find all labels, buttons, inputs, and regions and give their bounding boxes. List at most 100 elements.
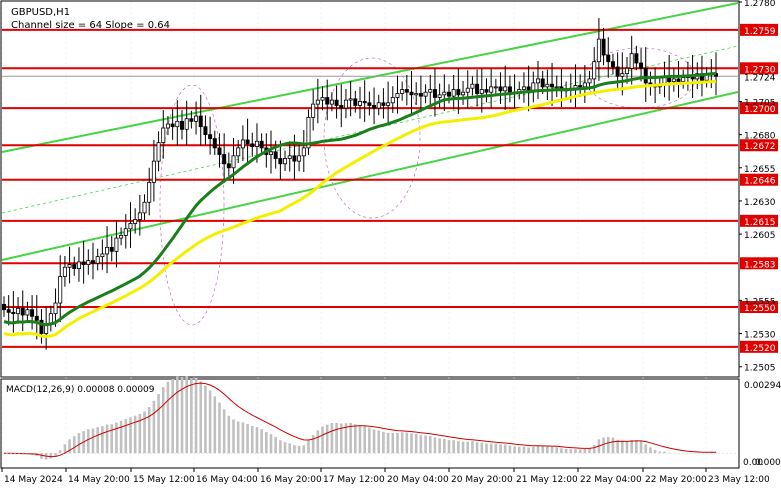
candle-body	[123, 228, 128, 236]
candle-body	[128, 223, 133, 230]
candle-body	[596, 38, 601, 63]
moving-average-line	[3, 72, 717, 327]
candle-body	[311, 103, 316, 118]
candle-body	[161, 127, 166, 143]
candle-body	[521, 86, 526, 90]
candle-body	[545, 83, 550, 88]
candle-body	[334, 99, 339, 106]
candle-body	[601, 38, 606, 56]
candle-body	[254, 140, 259, 147]
candle-body	[114, 237, 119, 252]
candle-body	[231, 155, 236, 169]
candle-body	[681, 77, 686, 82]
candle-body	[465, 87, 470, 93]
candle-body	[606, 54, 611, 63]
candle-body	[372, 105, 377, 109]
channel-label: Channel size = 64 Slope = 0.64	[11, 20, 170, 31]
level-label: 1.2646	[744, 177, 776, 187]
candle-body	[451, 89, 456, 97]
candle-body	[119, 235, 124, 239]
candle-body	[236, 147, 241, 157]
candle-body	[339, 105, 344, 109]
level-label-box	[740, 62, 778, 75]
candle-body	[170, 123, 175, 128]
candle-body	[25, 309, 30, 316]
envelope-curve	[323, 57, 421, 219]
time-tick-label: 20 May 04:00	[387, 475, 449, 485]
candle-body	[493, 86, 498, 89]
current-price-label: 1.2724	[744, 73, 776, 83]
candle-body	[175, 120, 180, 128]
channel-upper-line	[1, 2, 739, 153]
time-tick-label: 23 May 12:00	[708, 475, 770, 485]
candle-body	[470, 83, 475, 89]
candle-body	[212, 138, 217, 149]
candle-body	[30, 309, 35, 317]
candle-body	[208, 134, 213, 140]
main-plot-frame	[0, 0, 740, 378]
candle-body	[629, 53, 634, 69]
level-label: 1.2672	[744, 142, 776, 152]
candle-body	[362, 101, 367, 104]
candle-body	[578, 85, 583, 88]
candle-body	[414, 93, 419, 96]
candle-body	[151, 160, 156, 183]
time-tick-label: 15 May 12:00	[133, 475, 195, 485]
candle-body	[592, 61, 597, 80]
candle-body	[348, 98, 353, 101]
candle-body	[315, 99, 320, 105]
candle-body	[198, 115, 203, 128]
time-tick-label: 21 May 12:00	[516, 475, 578, 485]
candle-body	[409, 91, 414, 96]
candle-body	[240, 139, 245, 149]
candle-body	[634, 53, 639, 64]
price-tick-label: 1.2655	[744, 165, 776, 175]
macd-signal-line	[3, 382, 716, 458]
price-tick-label: 1.2605	[744, 231, 776, 241]
candle-body	[428, 89, 433, 93]
candle-body	[395, 93, 400, 98]
candle-body	[329, 99, 334, 105]
candle-body	[554, 86, 559, 89]
level-label: 1.2700	[744, 105, 776, 115]
candle-body	[67, 264, 72, 268]
candle-body	[245, 139, 250, 145]
envelope-curve	[159, 84, 225, 326]
candle-body	[353, 98, 358, 106]
candle-body	[456, 89, 461, 96]
candle-body	[62, 266, 67, 277]
level-label-box	[740, 173, 778, 186]
candle-body	[2, 303, 7, 311]
candle-body	[133, 219, 138, 224]
candle-body	[367, 102, 372, 106]
candle-body	[620, 73, 625, 77]
candle-body	[461, 91, 466, 96]
candle-body	[189, 118, 194, 122]
candle-body	[400, 89, 405, 94]
candle-body	[423, 91, 428, 97]
level-label: 1.2615	[744, 218, 776, 228]
candle-body	[194, 115, 199, 122]
candle-body	[582, 82, 587, 88]
price-tick-label: 1.2705	[744, 98, 776, 108]
candle-body	[91, 260, 96, 264]
candle-body	[643, 67, 648, 84]
candle-body	[540, 78, 545, 88]
price-tick-label: 1.2530	[744, 331, 776, 341]
candle-body	[357, 101, 362, 106]
candle-body	[587, 78, 592, 84]
level-label: 1.2583	[744, 260, 776, 270]
candle-body	[222, 154, 227, 165]
candle-body	[475, 83, 480, 94]
macd-label: MACD(12,26,9) 0.00008 0.00009	[6, 385, 155, 395]
candle-body	[217, 147, 222, 155]
candle-body	[273, 151, 278, 159]
level-label: 1.2550	[744, 304, 776, 314]
level-label-box	[740, 102, 778, 115]
candle-body	[489, 86, 494, 93]
candle-body	[292, 155, 297, 162]
candle-body	[301, 147, 306, 157]
candle-body	[418, 93, 423, 97]
candle-body	[250, 143, 255, 147]
